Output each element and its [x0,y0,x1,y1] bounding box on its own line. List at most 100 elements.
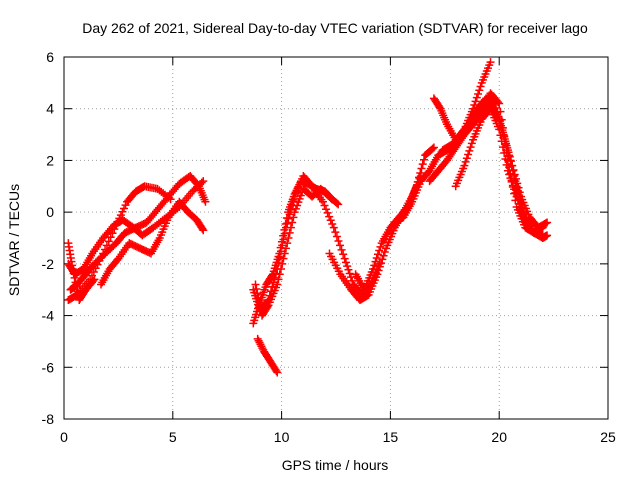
data-point [512,192,521,201]
x-tick-label: 10 [274,429,290,445]
y-tick-label: -2 [42,256,55,272]
data-point-interp [343,262,352,271]
data-point-interp [332,199,341,208]
data-point-interp [285,228,294,237]
series-arc-4 [96,197,208,289]
data-point [318,197,327,206]
series-arc-10 [325,171,425,305]
data-point [538,231,547,240]
data-point-interp [516,203,525,212]
data-point-interp [375,246,384,255]
data-point-interp [471,97,480,106]
data-point-interp [73,287,82,296]
data-point-interp [278,259,287,268]
data-point [273,368,282,377]
data-point-interp [418,160,427,169]
plot-frame [63,56,609,420]
data-point-interp [339,250,348,259]
data-point [543,218,552,227]
x-tick-label: 20 [491,429,507,445]
data-point-interp [198,224,207,233]
data-point-interp [435,103,444,112]
y-tick-label: -4 [42,308,55,324]
data-point [251,280,260,289]
data-point-interp [380,248,389,257]
x-tick-label: 5 [169,429,177,445]
y-tick-label: 6 [46,49,54,65]
data-point [199,177,208,186]
data-point-interp [508,181,517,190]
data-point-interp [344,265,353,274]
series-arc-2 [64,177,208,279]
data-point-interp [507,157,516,166]
data-point-interp [337,245,346,254]
data-point-interp [257,342,266,351]
data-point-interp [70,273,79,282]
data-point-interp [275,253,284,262]
data-point-interp [320,201,329,210]
data-point-interp [331,228,340,237]
data-point-interp [258,344,267,353]
data-point [281,244,290,253]
data-point-interp [514,183,523,192]
data-point-interp [496,131,505,140]
y-tick-label: 0 [46,204,54,220]
data-point-interp [328,219,337,228]
y-tick-label: 2 [46,152,54,168]
data-point-interp [498,143,507,152]
data-point-interp [288,218,297,227]
y-tick-label: -6 [42,359,55,375]
data-point-interp [279,235,288,244]
data-point-interp [283,239,292,248]
data-point [503,166,512,175]
data-point-interp [89,276,98,285]
data-point-interp [497,137,506,146]
data-point-interp [322,205,331,214]
x-tick-label: 15 [383,429,399,445]
data-point-interp [505,170,514,179]
data-point-interp [284,234,293,242]
x-tick-label: 0 [60,429,68,445]
data-point-interp [467,139,476,148]
data-point-interp [515,200,524,209]
data-point-interp [501,154,510,163]
data-point [490,99,499,108]
data-point [253,334,262,343]
data-point [201,197,210,206]
data-point-interp [289,213,298,222]
data-point-interp [507,177,516,186]
data-point-interp [69,269,78,278]
series-arc-8 [251,184,343,320]
data-point-interp [374,266,383,275]
series-arc-16 [451,104,547,240]
data-point-interp [370,261,379,270]
data-point [273,280,282,289]
data-point-interp [286,223,295,232]
data-point-interp [334,236,343,245]
data-point-interp [256,340,265,349]
data-point [368,265,377,274]
data-point-interp [323,208,332,217]
data-point-interp [254,293,263,302]
data-point-interp [476,82,485,91]
series-arc-5 [64,239,99,305]
data-point [199,226,208,235]
data-point-interp [464,150,473,159]
data-point-interp [379,251,388,260]
data-point-interp [263,302,272,311]
data-point-interp [275,270,284,279]
data-point-interp [348,276,357,285]
data-point-interp [510,185,519,194]
data-point-interp [254,336,263,345]
data-point-interp [461,157,470,166]
data-point-interp [500,149,509,158]
data-point [495,125,504,134]
data-point [334,200,343,209]
y-tick-label: -8 [42,411,55,427]
data-point-interp [372,253,381,262]
data-point-interp [71,278,80,287]
x-tick-label: 25 [600,429,616,445]
data-point-interp [419,155,428,164]
data-point-interp [465,146,474,155]
data-point-interp [255,298,264,307]
